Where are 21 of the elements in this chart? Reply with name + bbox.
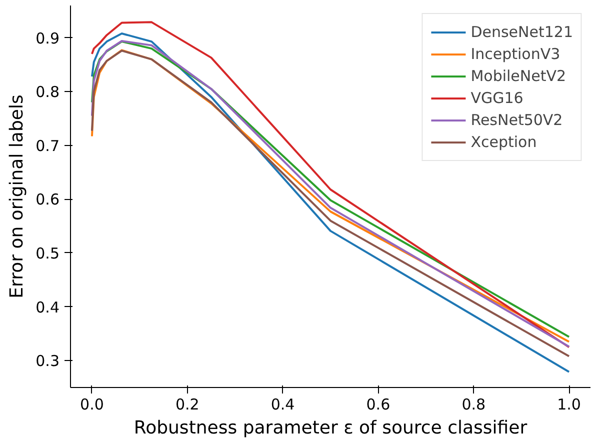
x-tick-label: 0.6 bbox=[366, 396, 390, 414]
legend-label: Xception bbox=[470, 133, 537, 151]
x-tick-label: 0.0 bbox=[80, 396, 104, 414]
legend-label: ResNet50V2 bbox=[470, 111, 563, 129]
legend-label: MobileNetV2 bbox=[470, 67, 566, 85]
y-tick-label: 0.9 bbox=[36, 29, 60, 48]
y-tick-label: 0.4 bbox=[36, 298, 60, 316]
x-axis-title: Robustness parameter ε of source classifier bbox=[134, 418, 528, 438]
x-tick-label: 0.8 bbox=[462, 396, 486, 414]
y-tick-label: 0.8 bbox=[36, 83, 60, 102]
y-tick-label: 0.3 bbox=[36, 352, 60, 370]
y-tick-label: 0.6 bbox=[36, 190, 60, 209]
y-tick-label: 0.5 bbox=[36, 244, 60, 262]
x-tick-label: 0.2 bbox=[175, 396, 200, 414]
x-tick-label: 1.0 bbox=[557, 396, 581, 414]
legend-label: DenseNet121 bbox=[470, 23, 573, 41]
legend-label: VGG16 bbox=[470, 89, 524, 107]
y-tick-label: 0.7 bbox=[36, 136, 60, 155]
legend-label: InceptionV3 bbox=[470, 45, 560, 63]
y-axis-title: Error on original labels bbox=[6, 94, 28, 298]
x-tick-label: 0.4 bbox=[270, 396, 295, 414]
